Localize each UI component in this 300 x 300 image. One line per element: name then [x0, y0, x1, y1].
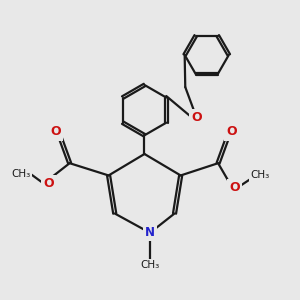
Text: O: O: [50, 125, 61, 138]
Text: N: N: [145, 226, 155, 239]
Text: CH₃: CH₃: [140, 260, 160, 270]
Text: O: O: [226, 125, 237, 138]
Text: O: O: [44, 177, 54, 190]
Text: CH₃: CH₃: [11, 169, 30, 178]
Text: O: O: [229, 181, 240, 194]
Text: O: O: [191, 111, 202, 124]
Text: CH₃: CH₃: [251, 170, 270, 181]
